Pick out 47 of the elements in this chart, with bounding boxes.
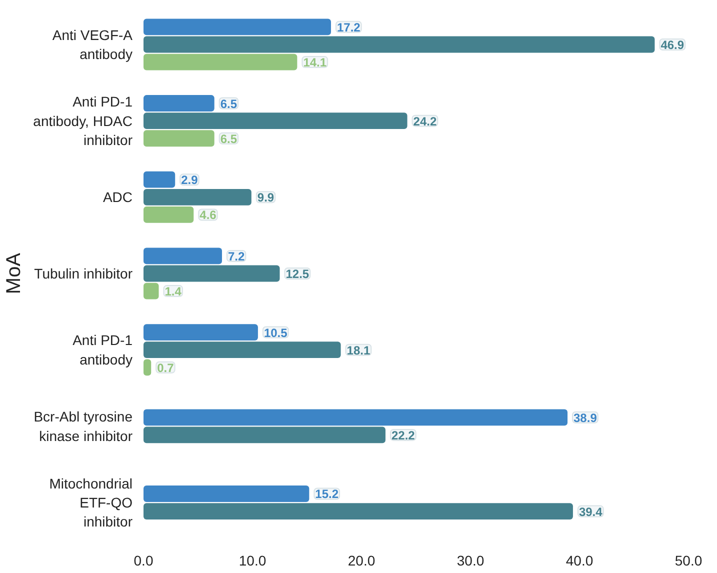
bar (144, 95, 214, 112)
bar (144, 342, 341, 358)
data-label: 46.9 (660, 38, 684, 52)
x-tick-label: 20.0 (348, 552, 376, 568)
y-tick-label: Mitochondrial ETF-QO inhibitor (49, 475, 133, 530)
data-label: 4.6 (200, 208, 217, 222)
x-tick-label: 0.0 (134, 552, 154, 568)
bar (144, 54, 298, 70)
bar (144, 248, 222, 264)
x-tick-label: 30.0 (456, 552, 484, 568)
data-label: 18.1 (346, 343, 370, 358)
x-tick-label: 10.0 (238, 552, 266, 568)
data-label: 39.4 (578, 504, 603, 519)
y-tick-label: Bcr-Abl tyrosine kinase inhibitor (34, 408, 133, 444)
data-label: 15.2 (315, 487, 339, 502)
data-label: 1.4 (164, 284, 182, 299)
data-label: 6.5 (220, 96, 238, 111)
bar (144, 130, 214, 147)
y-axis-title: MoA (3, 252, 26, 294)
bar (144, 265, 280, 282)
bar (144, 171, 176, 188)
data-label: 2.9 (181, 173, 198, 188)
data-label: 17.2 (336, 20, 361, 34)
bar (144, 112, 408, 130)
y-tick-label: Anti VEGF-A antibody (52, 26, 134, 62)
y-tick-label: ADC (102, 189, 133, 206)
data-label: 0.7 (157, 360, 174, 375)
data-label: 22.2 (391, 428, 416, 442)
data-label: 10.5 (264, 326, 288, 340)
bar (144, 324, 258, 340)
bar (144, 188, 252, 206)
data-label: 6.5 (220, 132, 238, 146)
data-label: 9.9 (257, 190, 274, 205)
data-label: 12.5 (286, 267, 310, 281)
data-label: 7.2 (228, 249, 245, 264)
bar (144, 206, 194, 223)
y-tick-label: Tubulin inhibitor (34, 266, 133, 282)
data-label: 14.1 (303, 56, 327, 70)
y-tick-label: Anti PD-1 antibody, HDAC inhibitor (33, 94, 133, 148)
data-label: 24.2 (413, 114, 437, 128)
y-tick-label: Anti PD-1 antibody (72, 332, 133, 368)
bar (144, 36, 655, 53)
data-label: 38.9 (574, 410, 598, 425)
x-tick-label: 50.0 (674, 552, 702, 568)
bar (144, 282, 159, 300)
bar (144, 18, 331, 36)
x-tick-label: 40.0 (566, 552, 594, 568)
